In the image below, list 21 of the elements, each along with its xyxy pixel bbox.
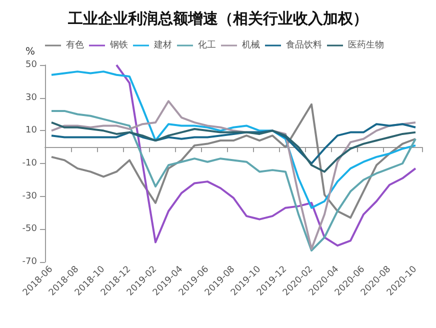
line-series [116, 64, 416, 247]
line-series [50, 123, 416, 164]
line-series [50, 103, 416, 219]
y-tick-label: 10 [26, 126, 38, 136]
y-tick-label: -50 [22, 224, 38, 234]
y-tick-label: 50 [26, 60, 38, 70]
legend-label: 有色 [66, 40, 84, 50]
line-series [50, 121, 416, 173]
y-tick-label: -70 [22, 257, 38, 267]
y-axis-title: % [25, 46, 35, 58]
legend-label: 机械 [242, 40, 260, 50]
chart-title: 工业企业利润总额增速（相关行业收入加权） [67, 10, 368, 28]
line-series [50, 70, 416, 209]
legend-label: 建材 [153, 40, 172, 50]
legend-label: 食品饮料 [286, 40, 322, 50]
y-tick-label: -10 [22, 158, 38, 168]
y-tick-label: 30 [26, 92, 38, 103]
y-tick-label: -30 [22, 191, 38, 202]
legend-label: 钢铁 [109, 40, 128, 50]
legend-label: 医药生物 [348, 40, 384, 50]
legend-label: 化工 [198, 40, 216, 50]
